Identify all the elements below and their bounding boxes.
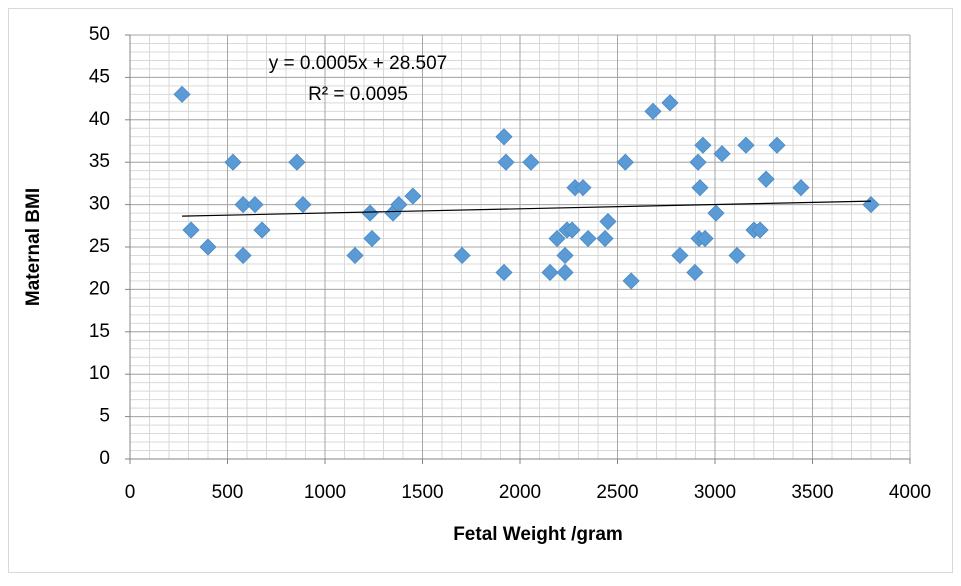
point — [686, 263, 704, 282]
point — [694, 136, 712, 154]
point — [671, 246, 689, 265]
y-tick-label: 50 — [89, 24, 110, 45]
y-tick-label: 30 — [89, 194, 110, 215]
point — [199, 238, 217, 256]
point — [294, 196, 312, 214]
y-tick-label: 5 — [99, 406, 110, 427]
point — [453, 246, 471, 265]
point — [363, 229, 381, 248]
point — [246, 196, 264, 214]
point — [579, 229, 597, 248]
y-axis-title: Maternal BMI — [23, 188, 44, 306]
x-tick-label: 3500 — [791, 482, 833, 503]
y-tick-label: 25 — [89, 236, 110, 257]
y-tick-label: 15 — [89, 321, 110, 342]
y-tick-label: 40 — [89, 109, 110, 130]
point — [644, 102, 662, 120]
point — [234, 196, 252, 214]
trendline — [182, 200, 872, 217]
x-tick-label: 2500 — [596, 482, 638, 503]
point — [661, 94, 679, 112]
point — [497, 153, 515, 171]
x-tick-label: 3000 — [694, 482, 736, 503]
point — [862, 196, 880, 214]
point — [574, 179, 592, 197]
point — [361, 204, 379, 222]
x-tick-label: 1000 — [304, 482, 346, 503]
point — [728, 246, 746, 265]
grid — [129, 34, 911, 460]
point — [696, 229, 714, 248]
point — [792, 179, 810, 197]
trendline-r2: R² = 0.0095 — [308, 84, 408, 105]
point — [689, 153, 707, 171]
point — [596, 229, 614, 248]
y-tick-label: 20 — [89, 278, 110, 299]
point — [599, 212, 617, 231]
point — [757, 170, 775, 188]
x-tick-label: 0 — [125, 482, 136, 503]
point — [390, 196, 408, 214]
point — [691, 179, 709, 197]
point — [173, 85, 191, 103]
point — [556, 263, 574, 282]
point — [556, 246, 574, 265]
point — [707, 204, 725, 222]
x-tick-label: 500 — [212, 482, 244, 503]
y-tick-label: 0 — [99, 448, 110, 469]
point — [288, 153, 306, 171]
point — [495, 263, 513, 282]
point — [253, 221, 271, 239]
point — [495, 128, 513, 146]
y-tick-label: 10 — [89, 363, 110, 384]
x-axis-title: Fetal Weight /gram — [453, 524, 623, 545]
point — [234, 246, 252, 265]
point — [404, 187, 422, 205]
trendline-equation: y = 0.0005x + 28.507 — [269, 53, 448, 74]
x-tick-label: 4000 — [889, 482, 931, 503]
y-tick-label: 45 — [89, 66, 110, 87]
point — [737, 136, 755, 154]
point — [751, 221, 769, 239]
point — [768, 136, 786, 154]
point — [522, 153, 540, 171]
x-tick-label: 2000 — [499, 482, 541, 503]
point — [616, 153, 634, 171]
point — [541, 263, 559, 282]
point — [713, 145, 731, 163]
point — [622, 272, 640, 290]
y-tick-label: 35 — [89, 151, 110, 172]
point — [548, 229, 566, 248]
point — [182, 221, 200, 239]
point — [563, 221, 581, 239]
point — [224, 153, 242, 171]
point — [346, 246, 364, 265]
x-tick-label: 1500 — [401, 482, 443, 503]
